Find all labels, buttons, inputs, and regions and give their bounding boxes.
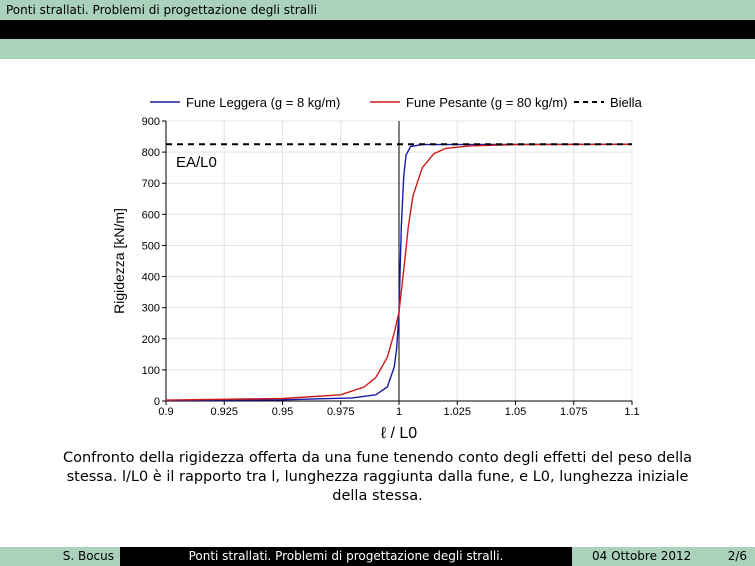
annotation-ea-l0: EA/L0 [176,154,217,171]
footer-title: Ponti strallati. Problemi di progettazio… [120,547,572,566]
y-tick-label: 200 [142,334,160,346]
chart: 0.9 0.925 0.95 0.975 1 1.025 1.05 1.075 1.1 0 100 2… [111,95,643,442]
y-axis-label: Rigidezza [kN/m] [111,208,127,314]
x-tick-label: 0.975 [327,406,355,418]
y-tick-label: 700 [142,178,160,190]
legend-label: Fune Leggera (g = 8 kg/m) [186,95,340,110]
header-band [0,20,755,39]
footer-author: S. Bocus [0,547,120,566]
y-tick-label: 0 [154,396,160,408]
x-tick-label: 0.9 [158,406,173,418]
y-tick-label: 500 [142,240,160,252]
series-line-0 [165,143,633,402]
legend-label: Fune Pesante (g = 80 kg/m) [406,95,568,110]
x-tick-label: 1.05 [505,406,526,418]
y-tick-label: 300 [142,303,160,315]
x-tick-label: 1.075 [560,406,588,418]
x-tick-label: 1 [396,406,402,418]
caption-line: stessa. l/L0 è il rapporto tra l, lunghe… [66,469,689,485]
series-line-1 [165,143,633,401]
footer: S. Bocus Ponti strallati. Problemi di pr… [0,547,755,566]
x-axis-label: ℓ / L0 [381,425,417,442]
x-tick-label: 0.925 [210,406,238,418]
y-tick-label: 100 [142,365,160,377]
caption: Confronto della rigidezza offerta da una… [40,449,715,506]
y-tick-label: 400 [142,272,160,284]
header-band-light [0,39,755,59]
y-tick-label: 800 [142,147,160,159]
x-tick-label: 1.025 [443,406,471,418]
y-tick-label: 900 [142,116,160,128]
footer-page: 2/6 [727,549,747,563]
caption-line: Confronto della rigidezza offerta da una… [62,450,693,466]
y-tick-label: 600 [142,209,160,221]
footer-date: 04 Ottobre 2012 [592,549,692,563]
caption-line: della stessa. [332,488,423,504]
x-tick-label: 0.95 [272,406,293,418]
legend-label: Biella [610,95,643,110]
frame-title-bar: Ponti strallati. Problemi di progettazio… [0,0,755,20]
frame-title: Ponti strallati. Problemi di progettazio… [6,3,318,17]
x-tick-label: 1.1 [624,406,639,418]
